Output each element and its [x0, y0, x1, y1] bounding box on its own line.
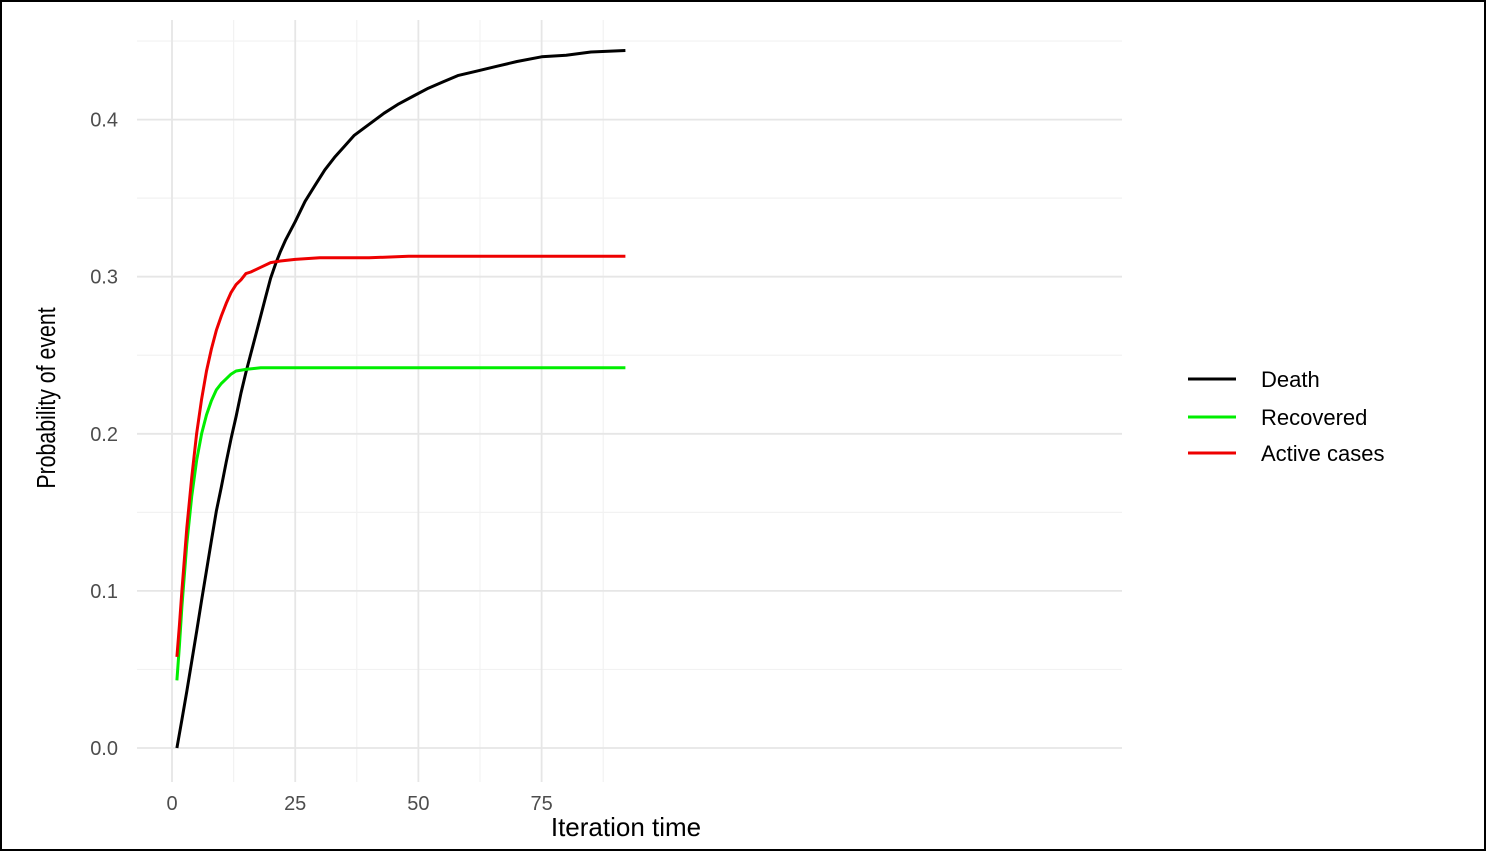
legend-label-active-cases: Active cases [1261, 441, 1385, 466]
y-tick-label: 0.0 [90, 738, 118, 760]
series-line-active-cases [175, 254, 626, 658]
legend: Death Recovered Active cases [1188, 367, 1385, 466]
series-line-recovered [175, 366, 626, 681]
y-tick-label: 0.4 [90, 110, 118, 132]
x-tick-label: 50 [407, 793, 429, 815]
y-axis-title: Probability of event [32, 307, 62, 489]
series-lines [175, 49, 626, 749]
y-axis-ticks: 0.0 0.1 0.2 0.3 0.4 [90, 110, 118, 760]
x-tick-label: 25 [284, 793, 306, 815]
y-tick-label: 0.3 [90, 267, 118, 289]
legend-label-death: Death [1261, 367, 1320, 392]
major-gridlines [137, 20, 1122, 782]
y-tick-label: 0.2 [90, 424, 118, 446]
y-tick-label: 0.1 [90, 581, 118, 603]
x-axis-title: Iteration time [551, 812, 701, 842]
series-line-death [175, 49, 626, 749]
legend-label-recovered: Recovered [1261, 405, 1367, 430]
x-tick-label: 75 [530, 793, 552, 815]
minor-gridlines [137, 20, 1122, 782]
x-axis-ticks: 0 25 50 75 [166, 793, 552, 815]
x-tick-label: 0 [166, 793, 177, 815]
